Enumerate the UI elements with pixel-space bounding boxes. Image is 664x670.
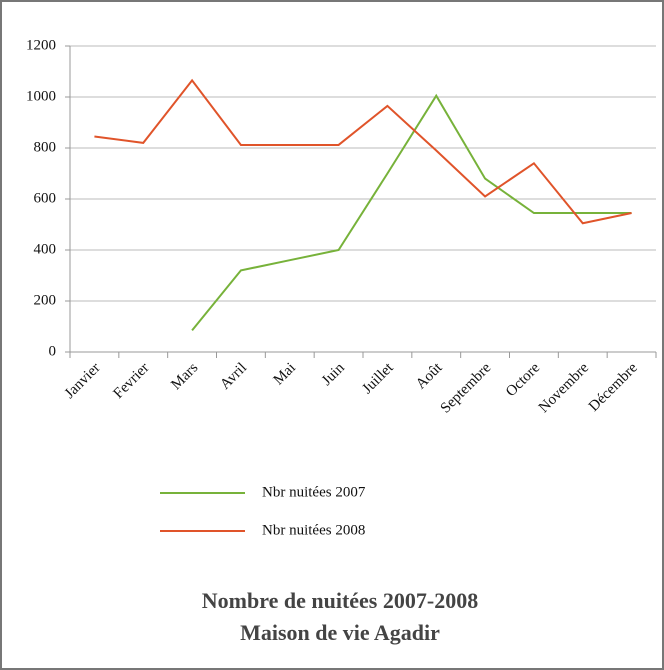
y-tick-label: 200: [34, 292, 57, 308]
y-tick-label: 600: [34, 190, 57, 206]
chart-title: Nombre de nuitées 2007-2008: [202, 588, 478, 613]
y-tick-label: 0: [49, 343, 57, 359]
y-tick-label: 1200: [26, 37, 56, 53]
line-series: [94, 78, 632, 225]
legend-label: Nbr nuitées 2008: [262, 522, 365, 538]
y-tick-label: 400: [34, 241, 57, 257]
chart-subtitle: Maison de vie Agadir: [240, 620, 440, 645]
y-tick-label: 1000: [26, 88, 56, 104]
line-series: [191, 93, 632, 331]
y-tick-label: 800: [34, 139, 57, 155]
legend-label: Nbr nuitées 2007: [262, 484, 366, 500]
